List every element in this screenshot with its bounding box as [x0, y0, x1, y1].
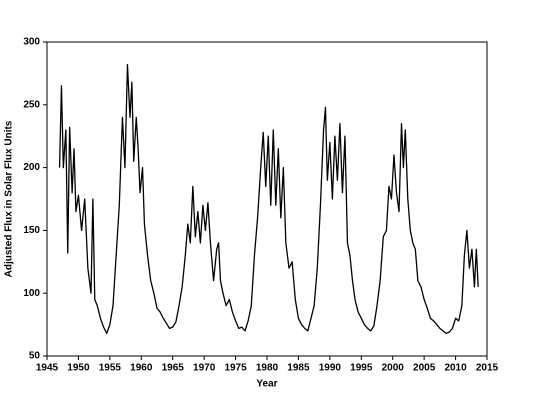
x-tick-label: 2010: [444, 363, 467, 374]
x-axis-title: Year: [256, 379, 277, 390]
y-tick-label: 200: [23, 162, 40, 173]
x-tick-label: 1975: [224, 363, 247, 374]
y-axis-title: Adjusted Flux in Solar Flux Units: [4, 120, 15, 277]
y-tick-label: 100: [23, 288, 40, 299]
x-tick-label: 2015: [476, 363, 499, 374]
x-tick-label: 1965: [162, 363, 185, 374]
x-tick-label: 1985: [287, 363, 310, 374]
x-tick-label: 1955: [99, 363, 122, 374]
y-tick-label: 50: [29, 351, 41, 362]
x-tick-label: 1945: [36, 363, 59, 374]
x-tick-label: 1990: [319, 363, 342, 374]
x-tick-label: 1970: [193, 363, 216, 374]
x-tick-label: 1995: [350, 363, 373, 374]
x-tick-label: 1960: [130, 363, 153, 374]
x-tick-label: 1950: [67, 363, 90, 374]
x-tick-label: 2000: [382, 363, 405, 374]
x-tick-label: 1980: [256, 363, 279, 374]
y-tick-label: 250: [23, 99, 40, 110]
x-tick-label: 2005: [413, 363, 436, 374]
data-line: [58, 63, 479, 335]
y-tick-label: 150: [23, 225, 40, 236]
y-tick-label: 300: [23, 37, 40, 48]
